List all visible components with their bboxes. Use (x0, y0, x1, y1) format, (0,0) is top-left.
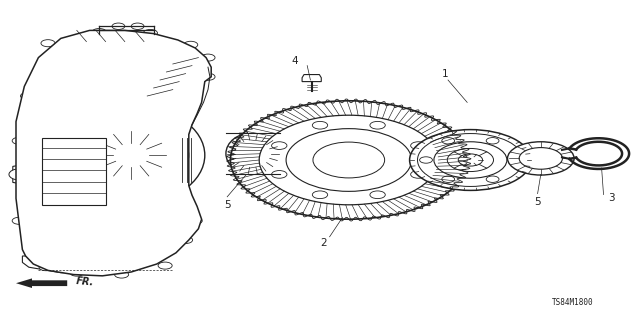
Circle shape (12, 217, 26, 224)
Circle shape (508, 157, 521, 163)
Circle shape (486, 176, 499, 182)
Circle shape (411, 142, 426, 149)
Circle shape (184, 41, 198, 48)
Circle shape (70, 269, 84, 276)
Text: TS84M1800: TS84M1800 (552, 298, 594, 307)
Ellipse shape (58, 106, 205, 205)
Text: 4: 4 (291, 56, 298, 66)
Circle shape (486, 138, 499, 144)
Text: FR.: FR. (76, 276, 94, 287)
Text: 5: 5 (534, 196, 541, 207)
Circle shape (286, 129, 412, 191)
Circle shape (370, 121, 385, 129)
Circle shape (131, 23, 144, 29)
Circle shape (201, 54, 215, 61)
Polygon shape (302, 75, 321, 82)
Circle shape (92, 28, 106, 36)
Polygon shape (22, 256, 74, 273)
Circle shape (25, 244, 39, 252)
Circle shape (434, 142, 507, 178)
Circle shape (112, 23, 125, 29)
Circle shape (259, 115, 438, 205)
Text: 2: 2 (320, 238, 326, 248)
Circle shape (271, 142, 287, 149)
Circle shape (458, 154, 483, 166)
Text: 5: 5 (224, 200, 230, 210)
Circle shape (519, 148, 563, 169)
Circle shape (12, 137, 26, 144)
Circle shape (420, 157, 433, 163)
Circle shape (39, 264, 53, 271)
Ellipse shape (226, 133, 280, 174)
Circle shape (179, 236, 193, 244)
Circle shape (410, 130, 531, 190)
Polygon shape (42, 138, 106, 205)
Circle shape (312, 121, 328, 129)
Text: 3: 3 (608, 193, 614, 204)
Circle shape (143, 29, 157, 36)
Circle shape (370, 191, 385, 199)
Circle shape (442, 176, 454, 182)
Circle shape (417, 133, 524, 187)
Circle shape (20, 92, 35, 100)
Circle shape (230, 101, 467, 219)
Circle shape (115, 271, 129, 278)
Circle shape (508, 142, 574, 175)
Ellipse shape (236, 140, 270, 167)
Circle shape (271, 171, 287, 178)
Circle shape (158, 262, 172, 269)
Polygon shape (13, 163, 38, 186)
FancyArrow shape (16, 278, 67, 288)
Circle shape (201, 73, 215, 80)
Circle shape (41, 40, 55, 47)
Polygon shape (16, 30, 211, 276)
Circle shape (411, 171, 426, 178)
Circle shape (9, 169, 32, 180)
Circle shape (313, 142, 385, 178)
Circle shape (442, 138, 454, 144)
Circle shape (188, 217, 202, 224)
Text: 1: 1 (442, 68, 448, 79)
Circle shape (447, 148, 493, 172)
Circle shape (312, 191, 328, 199)
